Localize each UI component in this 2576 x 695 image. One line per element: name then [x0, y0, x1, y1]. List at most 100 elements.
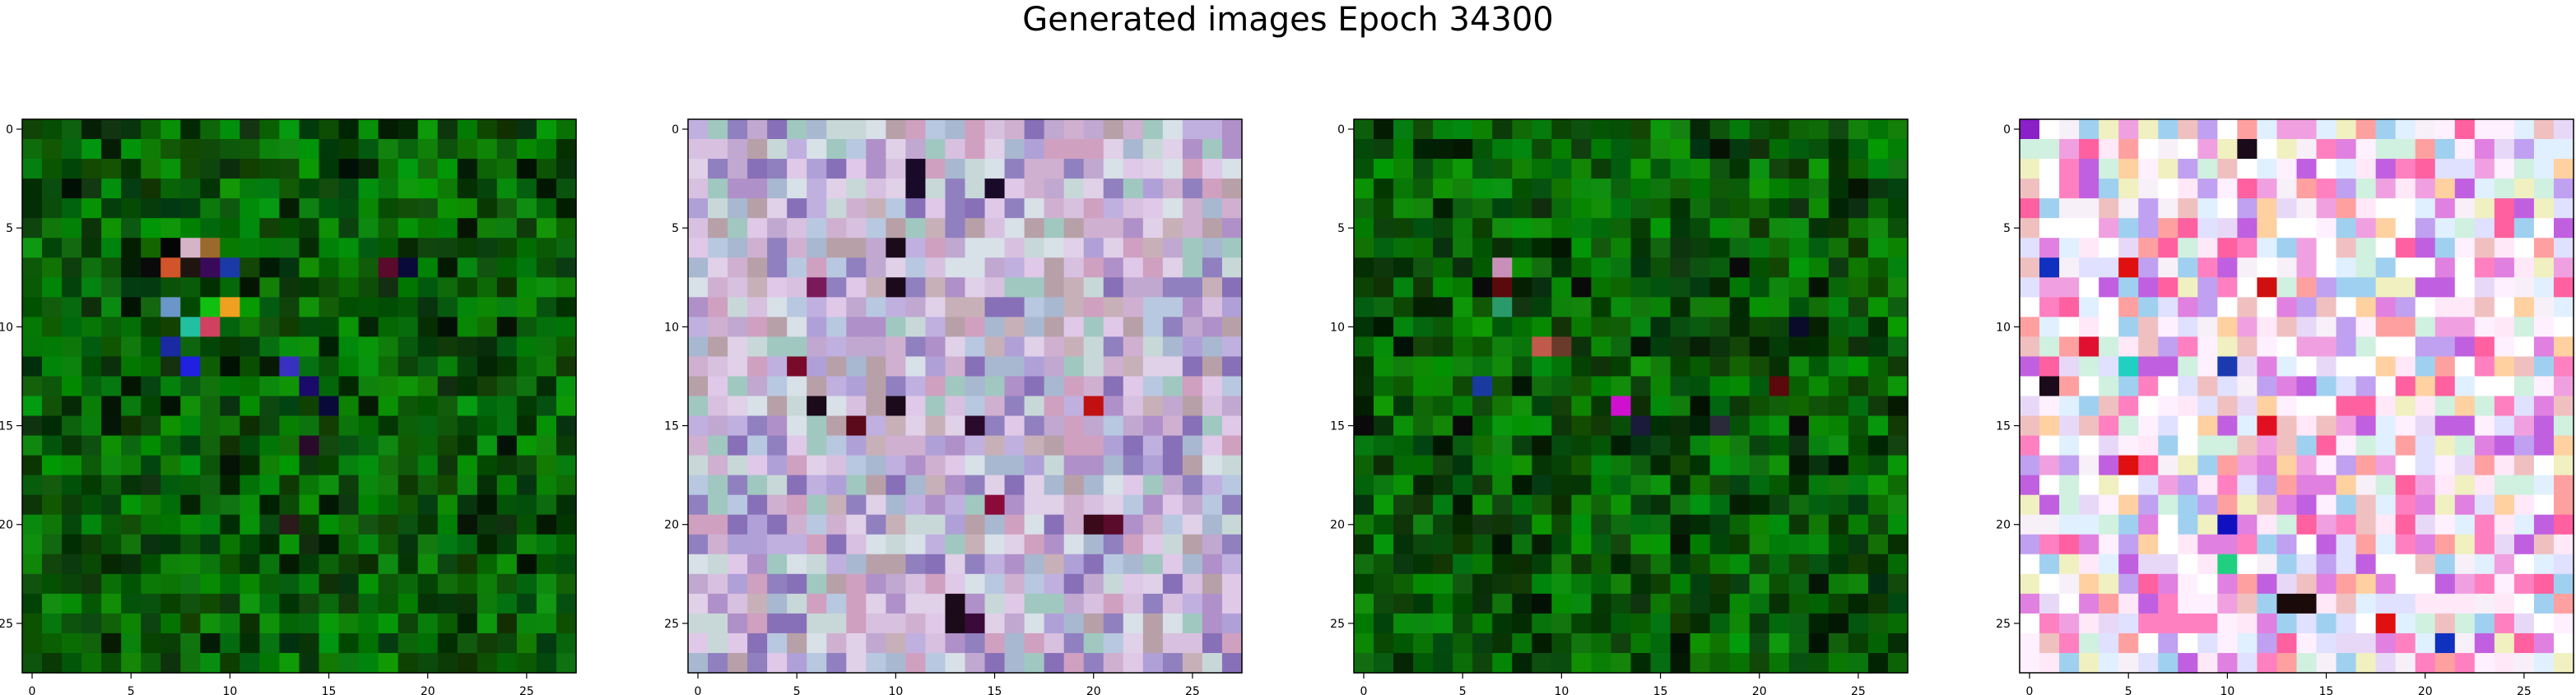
pixel-cell — [378, 376, 399, 397]
pixel-cell — [2553, 119, 2574, 140]
pixel-cell — [2553, 178, 2574, 199]
pixel-cell — [945, 218, 966, 239]
pixel-cell — [925, 494, 946, 516]
pixel-cell — [121, 534, 142, 555]
pixel-cell — [1867, 257, 1889, 278]
pixel-cell — [2533, 455, 2555, 476]
pixel-cell — [2197, 415, 2218, 437]
pixel-cell — [2316, 139, 2337, 160]
pixel-cell — [496, 336, 518, 358]
pixel-cell — [338, 277, 360, 298]
pixel-cell — [1413, 277, 1434, 298]
pixel-cell — [1887, 238, 1909, 258]
pixel-cell — [846, 159, 867, 179]
pixel-cell — [457, 554, 478, 575]
pixel-cell — [2434, 297, 2456, 317]
pixel-cell — [1123, 178, 1144, 199]
axes-frame — [687, 118, 1243, 674]
pixel-cell — [2434, 494, 2456, 516]
pixel-cell — [1413, 554, 1434, 575]
pixel-cell — [2099, 178, 2119, 199]
pixel-cell — [846, 218, 867, 239]
pixel-cell — [2336, 376, 2357, 397]
pixel-cell — [1788, 554, 1810, 575]
pixel-cell — [1413, 632, 1434, 654]
y-tick-label: 15 — [664, 420, 679, 433]
pixel-cell — [965, 593, 986, 614]
pixel-cell — [398, 119, 419, 140]
pixel-cell — [1413, 336, 1434, 358]
pixel-cell — [2454, 257, 2476, 278]
pixel-cell — [1374, 415, 1394, 437]
pixel-cell — [826, 415, 847, 437]
pixel-cell — [516, 218, 537, 239]
pixel-cell — [220, 396, 240, 417]
pixel-cell — [239, 632, 261, 654]
pixel-cell — [2494, 159, 2515, 179]
pixel-cell — [1453, 652, 1473, 674]
pixel-cell — [2375, 376, 2397, 397]
pixel-cell — [1670, 573, 1691, 595]
pixel-cell — [2513, 159, 2535, 179]
pixel-cell — [905, 257, 927, 278]
pixel-cell — [477, 218, 498, 239]
pixel-cell — [1202, 475, 1223, 496]
pixel-cell — [2158, 573, 2178, 595]
pixel-cell — [1512, 139, 1532, 160]
pixel-cell — [398, 475, 419, 496]
pixel-cell — [866, 119, 886, 140]
pixel-cell — [846, 178, 867, 199]
pixel-cell — [1650, 632, 1672, 654]
pixel-cell — [2513, 396, 2535, 417]
pixel-cell — [2059, 257, 2080, 278]
pixel-cell — [747, 475, 768, 496]
pixel-cell — [259, 494, 281, 516]
pixel-cell — [81, 198, 102, 219]
pixel-cell — [1650, 593, 1672, 614]
pixel-cell — [1004, 159, 1025, 179]
pixel-cell — [2138, 593, 2159, 614]
pixel-cell — [688, 159, 709, 179]
pixel-cell — [1202, 218, 1223, 239]
pixel-cell — [338, 119, 360, 140]
pixel-cell — [2257, 178, 2278, 199]
pixel-cell — [516, 257, 537, 278]
pixel-cell — [1709, 159, 1731, 179]
pixel-cell — [1123, 139, 1144, 160]
pixel-cell — [965, 317, 986, 337]
pixel-cell — [945, 475, 966, 496]
pixel-cell — [1591, 218, 1612, 239]
pixel-cell — [1532, 396, 1552, 417]
pixel-cell — [1532, 376, 1552, 397]
pixel-cell — [1749, 317, 1770, 337]
pixel-cell — [1182, 632, 1203, 654]
pixel-cell — [708, 415, 728, 437]
pixel-cell — [2355, 218, 2377, 239]
pixel-cell — [121, 632, 142, 654]
pixel-cell — [2415, 218, 2436, 239]
pixel-cell — [1433, 218, 1453, 239]
pixel-cell — [1650, 257, 1672, 278]
pixel-cell — [2079, 356, 2099, 378]
pixel-cell — [457, 613, 478, 634]
pixel-cell — [259, 475, 281, 496]
pixel-cell — [1182, 178, 1203, 199]
pixel-cell — [1083, 178, 1104, 199]
pixel-cell — [1729, 475, 1751, 496]
pixel-cell — [1828, 139, 1849, 160]
pixel-cell — [1221, 198, 1243, 219]
pixel-cell — [1004, 593, 1025, 614]
pixel-cell — [1202, 317, 1223, 337]
pixel-cell — [1769, 356, 1790, 378]
pixel-cell — [2118, 534, 2139, 555]
pixel-cell — [1630, 198, 1652, 219]
pixel-cell — [787, 652, 807, 674]
pixel-cell — [279, 573, 300, 595]
pixel-cell — [160, 554, 181, 575]
pixel-cell — [1182, 554, 1203, 575]
pixel-cell — [1788, 396, 1810, 417]
pixel-cell — [81, 317, 102, 337]
pixel-cell — [2237, 455, 2258, 476]
pixel-cell — [2118, 238, 2139, 258]
pixel-cell — [2553, 356, 2574, 378]
